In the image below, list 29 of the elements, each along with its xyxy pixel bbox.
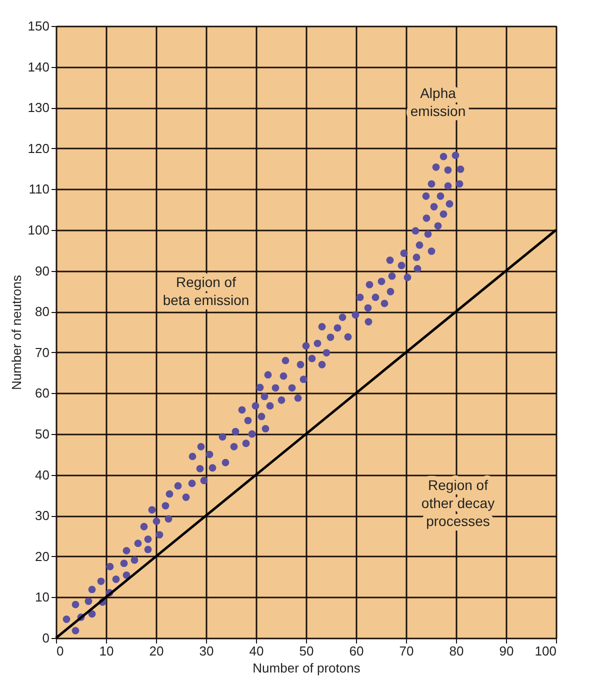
x-tick-label: 60 (349, 644, 364, 658)
x-tick-label: 20 (149, 644, 164, 658)
y-tick-label: 120 (28, 140, 50, 156)
y-tick-label: 80 (35, 304, 50, 320)
y-tick-label: 150 (28, 18, 50, 34)
y-axis-title: Number of neutrons (8, 274, 24, 390)
y-tick-label: 90 (35, 263, 50, 278)
y-tick-label: 20 (35, 548, 50, 564)
x-tick-label: 40 (249, 644, 264, 658)
y-tick-label: 50 (35, 426, 50, 442)
y-tick-label: 110 (28, 182, 50, 197)
y-tick-label: 100 (28, 222, 50, 238)
x-tick-label: 0 (56, 644, 64, 658)
y-tick-label: 70 (35, 344, 50, 360)
y-tick-label: 140 (28, 59, 50, 74)
x-tick-label: 80 (449, 644, 464, 658)
y-tick-label: 130 (28, 100, 50, 116)
x-axis-title: Number of protons (252, 660, 361, 676)
x-tick-label: 30 (199, 644, 214, 658)
x-tick-label: 90 (499, 644, 514, 658)
y-tick-label: 30 (35, 508, 50, 524)
x-tick-label: 70 (399, 644, 414, 658)
y-tick-label: 60 (35, 386, 50, 401)
y-tick-label: 0 (42, 630, 50, 646)
x-tick-label: 10 (99, 644, 114, 658)
y-tick-label: 10 (35, 590, 50, 605)
x-tick-label: 50 (299, 644, 314, 658)
x-tick-label: 100 (534, 644, 556, 658)
y-tick-label: 40 (35, 467, 50, 482)
